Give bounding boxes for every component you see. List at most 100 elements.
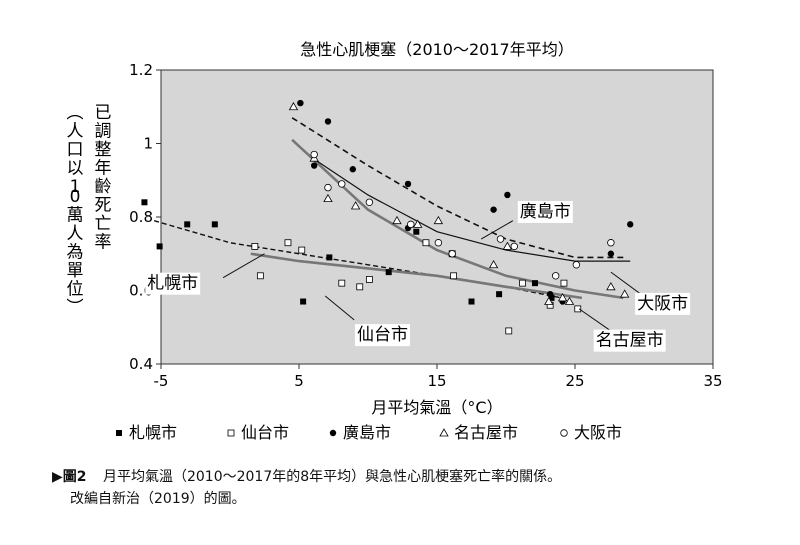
annotation-label: 廣島市 xyxy=(520,202,571,222)
data-point-名古屋市 xyxy=(488,259,499,269)
figure-label: ▶圖2 xyxy=(52,469,87,485)
legend-marker-廣島市 xyxy=(329,429,337,437)
legend-marker-名古屋市 xyxy=(439,428,449,437)
data-point-廣島市 xyxy=(404,180,412,188)
data-point-名古屋市 xyxy=(557,293,568,302)
data-point-大阪市 xyxy=(338,180,346,188)
data-point-大阪市 xyxy=(607,239,615,247)
data-point-札幌市 xyxy=(385,269,392,276)
trend-line-札幌市 xyxy=(153,220,562,299)
x-tick-label: 25 xyxy=(565,372,584,390)
data-point-廣島市 xyxy=(310,162,318,169)
caption-line-2: 改編自新治（2019）的圖。 xyxy=(70,491,246,507)
annotation-label: 大阪市 xyxy=(637,294,688,314)
trend-line-大阪市 xyxy=(312,157,631,262)
data-point-大阪市 xyxy=(448,250,456,258)
legend-label: 廣島市 xyxy=(343,423,391,442)
legend-label: 札幌市 xyxy=(129,423,177,442)
annotation-bg xyxy=(145,272,201,295)
annotation-bg xyxy=(517,201,573,223)
y-axis-label: 已調整年齡死亡率 xyxy=(95,103,112,253)
data-point-廣島市 xyxy=(349,166,357,173)
data-point-名古屋市 xyxy=(564,296,575,305)
chart-title: 急性心肌梗塞（2010～2017年平均） xyxy=(300,40,573,59)
data-point-札幌市 xyxy=(300,298,307,305)
annotation-leader xyxy=(480,220,514,240)
y-tick-label: 0.8 xyxy=(129,208,153,226)
data-point-仙台市 xyxy=(574,305,582,313)
data-point-廣島市 xyxy=(504,191,511,199)
legend-marker-仙台市 xyxy=(227,429,235,437)
data-point-札幌市 xyxy=(531,280,538,287)
data-point-仙台市 xyxy=(365,276,373,283)
data-point-名古屋市 xyxy=(544,296,554,305)
x-tick-label: 15 xyxy=(427,372,446,390)
data-point-仙台市 xyxy=(519,279,526,287)
x-tick-label: -5 xyxy=(154,372,169,390)
data-point-仙台市 xyxy=(450,272,457,280)
data-point-名古屋市 xyxy=(323,193,333,203)
trend-line-廣島市 xyxy=(291,117,624,259)
figure-caption: ▶圖2 月平均氣溫（2010～2017年的8年平均）與急性心肌梗塞死亡率的關係。… xyxy=(52,466,792,510)
data-point-札幌市 xyxy=(496,291,503,298)
data-point-札幌市 xyxy=(211,221,218,228)
data-point-仙台市 xyxy=(422,239,430,247)
x-axis-label: 月平均氣溫（°C） xyxy=(371,398,502,417)
data-point-名古屋市 xyxy=(412,219,423,228)
data-point-大阪市 xyxy=(434,239,443,247)
annotation-bg xyxy=(635,292,691,315)
data-point-廣島市 xyxy=(546,290,554,298)
data-point-仙台市 xyxy=(284,239,292,247)
data-point-廣島市 xyxy=(607,250,615,257)
x-tick-label: 35 xyxy=(703,372,722,390)
annotation-leader xyxy=(578,308,612,332)
data-point-名古屋市 xyxy=(392,215,402,225)
data-point-仙台市 xyxy=(560,279,568,287)
y-axis-label-unit: ︵人口以 10 萬人為單位︶ xyxy=(67,103,84,318)
data-point-廣島市 xyxy=(490,206,497,213)
annotation-leader xyxy=(324,295,355,321)
data-point-名古屋市 xyxy=(350,201,361,210)
data-point-名古屋市 xyxy=(502,241,513,250)
data-point-札幌市 xyxy=(326,254,333,261)
data-point-仙台市 xyxy=(505,327,513,335)
annotation-leader xyxy=(222,253,265,279)
annotation-bg xyxy=(593,329,666,352)
data-point-札幌市 xyxy=(548,294,555,301)
legend-label: 大阪市 xyxy=(574,423,622,442)
data-point-大阪市 xyxy=(407,220,415,229)
data-point-大阪市 xyxy=(496,235,505,243)
y-tick-label: 1.2 xyxy=(129,61,153,79)
data-point-名古屋市 xyxy=(606,282,616,291)
annotation-label: 名古屋市 xyxy=(596,331,664,351)
legend-label: 仙台市 xyxy=(241,423,289,442)
caption-line-1: 月平均氣溫（2010～2017年的8年平均）與急性心肌梗塞死亡率的關係。 xyxy=(102,469,562,485)
data-point-大阪市 xyxy=(572,261,581,269)
data-point-廣島市 xyxy=(324,118,332,125)
annotation-label: 札幌市 xyxy=(147,274,198,294)
data-point-名古屋市 xyxy=(433,215,444,225)
data-point-札幌市 xyxy=(468,298,475,305)
y-tick-label: 0.4 xyxy=(129,355,153,373)
y-tick-label: 1 xyxy=(143,135,153,153)
data-point-名古屋市 xyxy=(288,101,299,111)
data-point-大阪市 xyxy=(324,183,332,192)
legend-marker-大阪市 xyxy=(560,429,568,437)
data-point-仙台市 xyxy=(256,272,264,280)
x-tick-label: 5 xyxy=(294,372,304,390)
trend-line-名古屋市 xyxy=(291,138,624,300)
data-point-仙台市 xyxy=(251,242,259,250)
data-point-大阪市 xyxy=(510,242,518,251)
legend-label: 名古屋市 xyxy=(454,423,518,442)
data-point-札幌市 xyxy=(184,221,191,228)
annotation-label: 仙台市 xyxy=(357,325,408,345)
data-point-札幌市 xyxy=(141,199,148,206)
data-point-札幌市 xyxy=(413,228,420,235)
legend-marker-札幌市 xyxy=(116,430,122,436)
trend-line-仙台市 xyxy=(250,252,583,300)
data-point-大阪市 xyxy=(551,272,560,280)
data-point-大阪市 xyxy=(365,198,374,206)
data-point-仙台市 xyxy=(356,283,364,291)
data-point-大阪市 xyxy=(310,150,318,159)
